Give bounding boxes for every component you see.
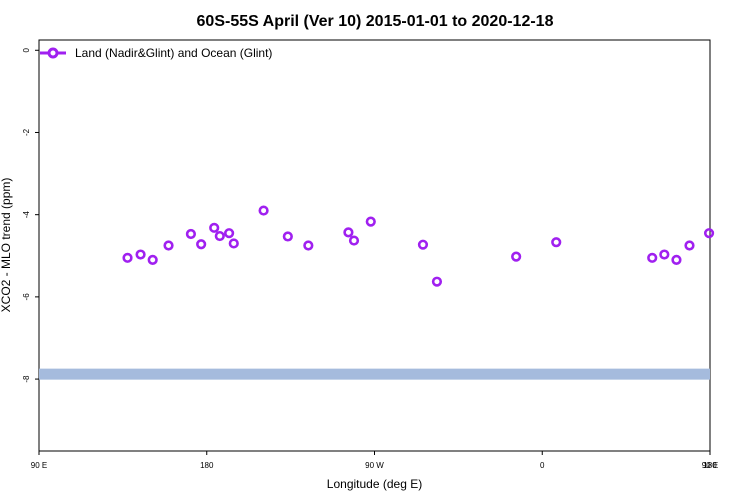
y-axis-label: XCO2 - MLO trend (ppm) [0, 178, 13, 313]
x-tick-label: 90 E [31, 461, 47, 470]
x-axis-label: Longitude (deg E) [327, 477, 422, 491]
data-point [343, 227, 354, 238]
data-point [258, 205, 269, 216]
data-point [365, 216, 376, 227]
data-point [647, 252, 658, 263]
x-tick-label: 180 [703, 461, 717, 470]
data-point [209, 222, 220, 233]
legend-marker [47, 47, 59, 59]
data-point [282, 231, 293, 242]
data-point [163, 240, 174, 251]
data-point [224, 228, 235, 239]
band-mark [39, 368, 710, 380]
data-point [348, 235, 360, 246]
data-point [671, 254, 682, 265]
legend: Land (Nadir&Glint) and Ocean (Glint) [40, 46, 272, 60]
data-point [185, 228, 197, 240]
band-layer [39, 368, 710, 380]
data-point [551, 237, 562, 248]
x-tick-label: 90 W [365, 461, 384, 470]
points-layer [122, 205, 715, 287]
data-point [303, 240, 314, 251]
data-point [659, 249, 670, 260]
y-tick-label: -4 [22, 211, 31, 219]
legend-entry-label: Land (Nadir&Glint) and Ocean (Glint) [75, 46, 272, 60]
data-point [147, 254, 158, 265]
y-tick-label: -2 [22, 128, 31, 136]
data-point [703, 228, 715, 239]
y-tick-label: -8 [22, 375, 31, 383]
data-point [135, 249, 146, 260]
x-tick-label: 0 [540, 461, 545, 470]
y-tick-label: -6 [22, 293, 31, 301]
plot-frame [38, 39, 711, 452]
x-tick-label: 180 [200, 461, 214, 470]
x-tick-label: 90 E [702, 461, 718, 470]
chart-title: 60S-55S April (Ver 10) 2015-01-01 to 202… [197, 13, 554, 30]
data-point [214, 230, 225, 242]
data-point [431, 276, 443, 287]
data-point [228, 238, 239, 249]
data-point [417, 239, 429, 250]
y-axis: 0 -2 -4 -6 -8 [22, 48, 39, 383]
data-point [196, 239, 207, 250]
data-point [122, 252, 133, 263]
data-point [511, 251, 522, 262]
data-point [684, 240, 695, 251]
y-tick-label: 0 [22, 48, 31, 53]
